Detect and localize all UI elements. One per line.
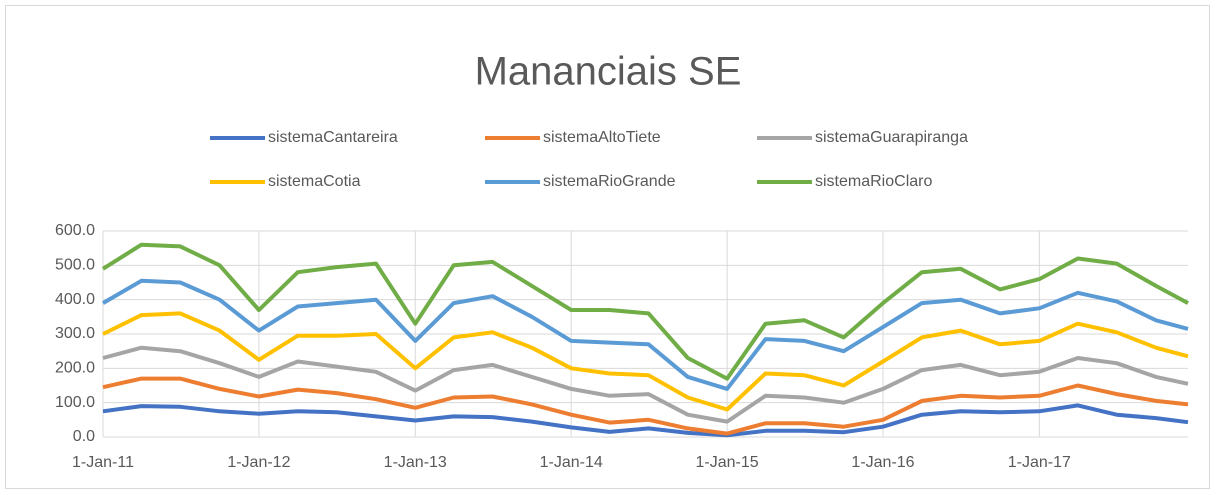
y-tick-label: 600.0 bbox=[55, 222, 95, 239]
series-line bbox=[102, 345, 1189, 424]
x-tick-label: 1-Jan-13 bbox=[384, 454, 447, 471]
x-tick-label: 1-Jan-14 bbox=[540, 454, 603, 471]
x-tick-label: 1-Jan-16 bbox=[851, 454, 914, 471]
y-tick-label: 300.0 bbox=[55, 325, 95, 342]
series-line bbox=[102, 403, 1189, 438]
legend-label: sistemaCantareira bbox=[268, 129, 398, 146]
y-tick-label: 100.0 bbox=[55, 394, 95, 411]
legend-label: sistemaRioGrande bbox=[543, 173, 676, 190]
y-tick-label: 0.0 bbox=[73, 428, 95, 445]
x-tick-label: 1-Jan-11 bbox=[72, 454, 134, 471]
legend-label: sistemaCotia bbox=[268, 173, 361, 190]
legend-label: sistemaAltoTiete bbox=[543, 129, 661, 146]
series-line bbox=[102, 376, 1189, 436]
series-line bbox=[101, 242, 1189, 381]
y-tick-label: 400.0 bbox=[55, 291, 95, 308]
x-tick-label: 1-Jan-15 bbox=[696, 454, 759, 471]
series-line bbox=[101, 278, 1189, 391]
chart-title: Mananciais SE bbox=[475, 50, 742, 94]
legend-label: sistemaGuarapiranga bbox=[815, 129, 968, 146]
series-line bbox=[102, 311, 1189, 412]
y-tick-label: 500.0 bbox=[55, 257, 95, 274]
y-tick-label: 200.0 bbox=[55, 360, 95, 377]
x-tick-label: 1-Jan-12 bbox=[227, 454, 290, 471]
x-tick-label: 1-Jan-17 bbox=[1008, 454, 1071, 471]
legend-label: sistemaRioClaro bbox=[815, 173, 932, 190]
